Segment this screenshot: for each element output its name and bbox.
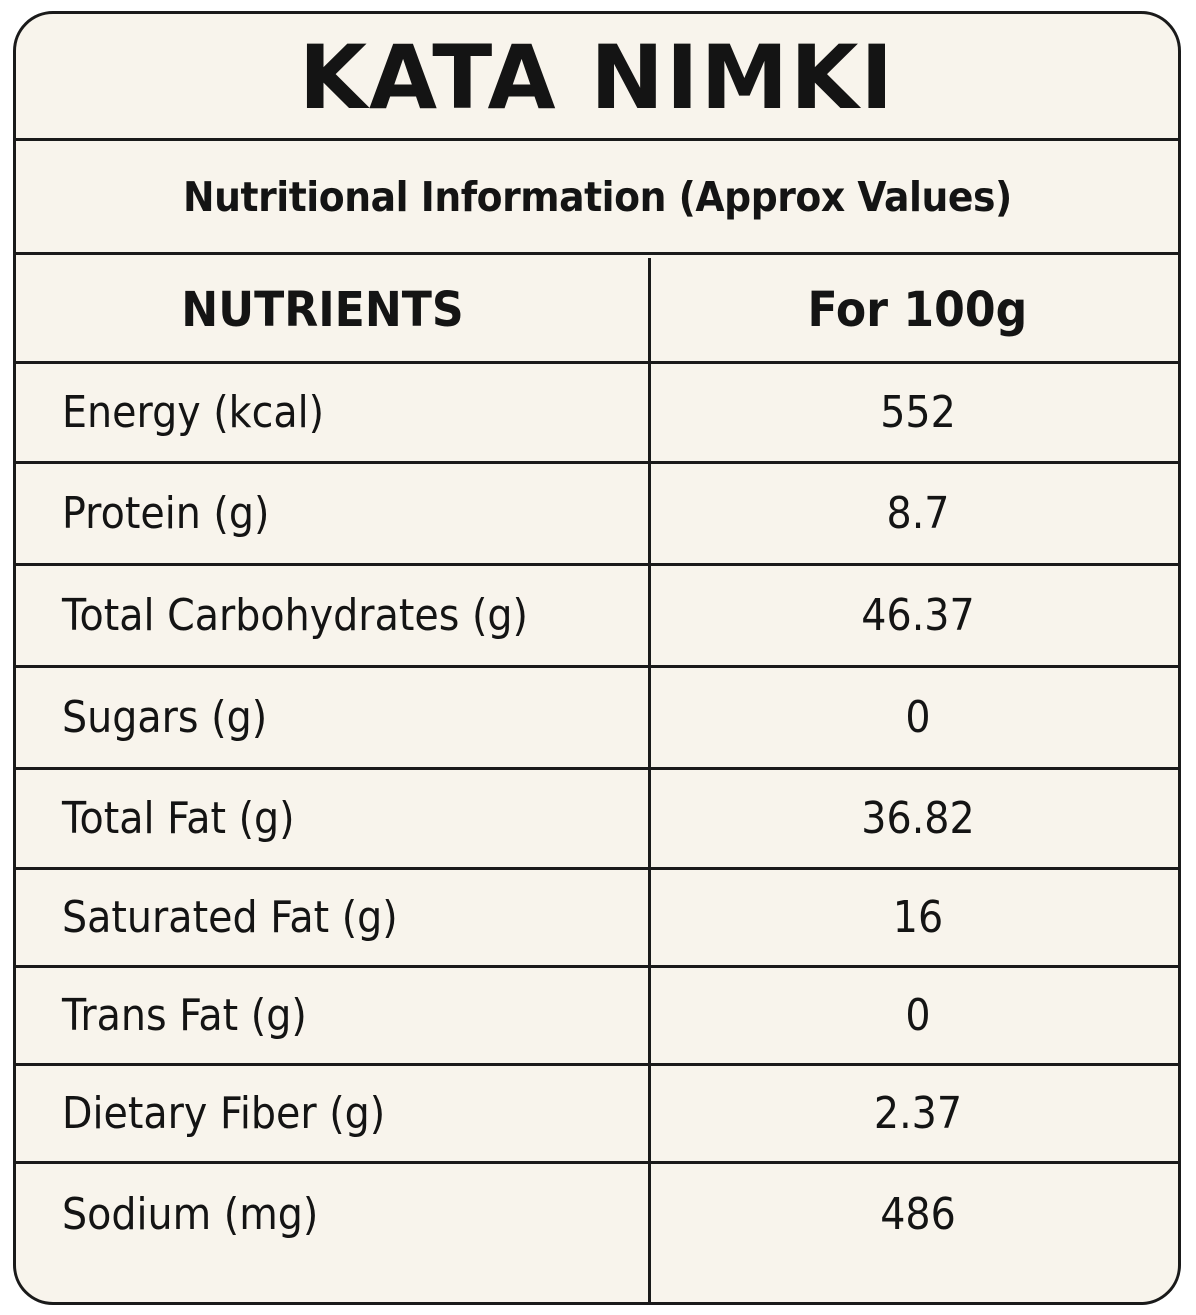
nutrient-name: Total Carbohydrates (g) (62, 590, 529, 641)
header-per-100g: For 100g (807, 281, 1028, 338)
nutrient-value: 16 (892, 892, 943, 943)
nutrient-value: 0 (904, 692, 931, 743)
value-cell: 486 (651, 1164, 1178, 1264)
nutrient-value: 486 (879, 1188, 956, 1240)
table-row: Saturated Fat (g) 16 (16, 870, 1178, 968)
table-row: Sugars (g) 0 (16, 668, 1178, 770)
value-cell: 2.37 (651, 1066, 1178, 1161)
table-row: Trans Fat (g) 0 (16, 968, 1178, 1066)
title-band: KATA NIMKI (16, 14, 1178, 141)
header-nutrients: NUTRIENTS (180, 281, 464, 338)
nutrient-name: Dietary Fiber (g) (62, 1088, 386, 1139)
nutrient-cell: Saturated Fat (g) (62, 870, 642, 965)
nutrient-cell: Sodium (mg) (62, 1164, 642, 1264)
nutrient-value: 0 (904, 990, 931, 1041)
nutrient-value: 2.37 (873, 1088, 962, 1139)
nutrient-cell: Total Carbohydrates (g) (62, 566, 642, 665)
value-cell: 0 (651, 968, 1178, 1063)
header-cell-value: For 100g (651, 258, 1178, 361)
nutrient-cell: Energy (kcal) (62, 364, 642, 461)
nutrient-cell: Trans Fat (g) (62, 968, 642, 1063)
value-cell: 552 (651, 364, 1178, 461)
value-cell: 16 (651, 870, 1178, 965)
nutrient-value: 552 (879, 387, 956, 438)
table-subtitle: Nutritional Information (Approx Values) (182, 172, 1012, 221)
subtitle-band: Nutritional Information (Approx Values) (16, 141, 1178, 255)
value-cell: 46.37 (651, 566, 1178, 665)
nutrient-name: Trans Fat (g) (62, 990, 307, 1041)
nutrient-value: 36.82 (860, 793, 975, 844)
value-cell: 0 (651, 668, 1178, 767)
column-divider (648, 258, 651, 1302)
value-cell: 8.7 (651, 464, 1178, 563)
header-cell-nutrients: NUTRIENTS (16, 258, 648, 361)
nutrient-cell: Dietary Fiber (g) (62, 1066, 642, 1161)
nutrient-name: Saturated Fat (g) (62, 892, 398, 943)
product-title: KATA NIMKI (298, 26, 896, 129)
value-cell: 36.82 (651, 770, 1178, 867)
nutrient-cell: Protein (g) (62, 464, 642, 563)
nutrient-name: Total Fat (g) (62, 793, 295, 844)
nutrient-name: Protein (g) (62, 488, 270, 539)
table-header-row: NUTRIENTS For 100g (16, 258, 1178, 364)
nutrient-name: Sodium (mg) (62, 1188, 319, 1240)
nutrient-value: 46.37 (860, 590, 975, 641)
nutrition-label: KATA NIMKI Nutritional Information (Appr… (13, 11, 1181, 1305)
table-row: Energy (kcal) 552 (16, 364, 1178, 464)
table-row: Dietary Fiber (g) 2.37 (16, 1066, 1178, 1164)
nutrient-cell: Total Fat (g) (62, 770, 642, 867)
nutrient-name: Energy (kcal) (62, 387, 325, 438)
nutrient-name: Sugars (g) (62, 692, 268, 743)
nutrient-cell: Sugars (g) (62, 668, 642, 767)
table-row: Total Fat (g) 36.82 (16, 770, 1178, 870)
nutrient-value: 8.7 (885, 488, 949, 539)
nutrition-table: NUTRIENTS For 100g Energy (kcal) 552 Pro… (16, 258, 1178, 1302)
table-row: Protein (g) 8.7 (16, 464, 1178, 566)
table-row: Total Carbohydrates (g) 46.37 (16, 566, 1178, 668)
table-row: Sodium (mg) 486 (16, 1164, 1178, 1302)
